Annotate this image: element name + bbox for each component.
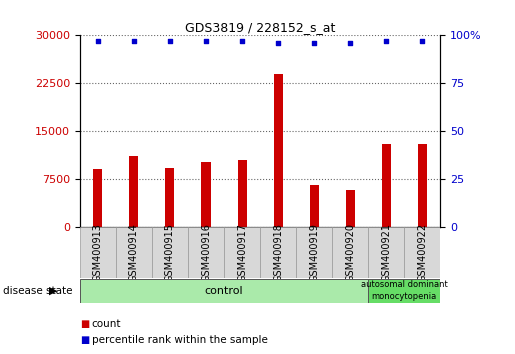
Bar [93, 169, 102, 227]
Bar [224, 227, 260, 278]
Text: count: count [92, 319, 121, 329]
Bar [152, 227, 188, 278]
Point [346, 40, 354, 46]
Text: ■: ■ [80, 335, 89, 345]
Title: GDS3819 / 228152_s_at: GDS3819 / 228152_s_at [185, 21, 335, 34]
Bar [116, 227, 152, 278]
Text: percentile rank within the sample: percentile rank within the sample [92, 335, 268, 345]
Text: ■: ■ [80, 319, 89, 329]
Bar [80, 279, 368, 303]
Text: GSM400913: GSM400913 [93, 223, 103, 282]
Text: GSM400914: GSM400914 [129, 223, 139, 282]
Bar [382, 144, 391, 227]
Bar [418, 144, 427, 227]
Bar [404, 227, 440, 278]
Text: GSM400922: GSM400922 [417, 223, 427, 282]
Point [274, 40, 282, 46]
Point [382, 38, 390, 44]
Text: control: control [205, 286, 244, 296]
Bar [346, 190, 355, 227]
Point [238, 38, 246, 44]
Bar [260, 227, 296, 278]
Point [418, 38, 426, 44]
Bar [129, 156, 139, 227]
Text: GSM400919: GSM400919 [309, 223, 319, 282]
Text: ▶: ▶ [49, 286, 58, 296]
Text: GSM400915: GSM400915 [165, 223, 175, 282]
Text: GSM400918: GSM400918 [273, 223, 283, 282]
Text: GSM400921: GSM400921 [381, 223, 391, 282]
Bar [188, 227, 224, 278]
Point [310, 40, 318, 46]
Bar [310, 185, 319, 227]
Text: GSM400917: GSM400917 [237, 223, 247, 282]
Text: disease state: disease state [3, 286, 72, 296]
Point [130, 38, 138, 44]
Text: GSM400916: GSM400916 [201, 223, 211, 282]
Bar [368, 279, 440, 303]
Bar [273, 74, 283, 227]
Bar [368, 227, 404, 278]
Text: GSM400920: GSM400920 [345, 223, 355, 282]
Text: autosomal dominant
monocytopenia: autosomal dominant monocytopenia [361, 280, 448, 301]
Bar [201, 161, 211, 227]
Bar [165, 168, 175, 227]
Bar [332, 227, 368, 278]
Point [166, 38, 174, 44]
Point [202, 38, 210, 44]
Point [94, 38, 102, 44]
Bar [237, 160, 247, 227]
Bar [80, 227, 116, 278]
Bar [296, 227, 332, 278]
